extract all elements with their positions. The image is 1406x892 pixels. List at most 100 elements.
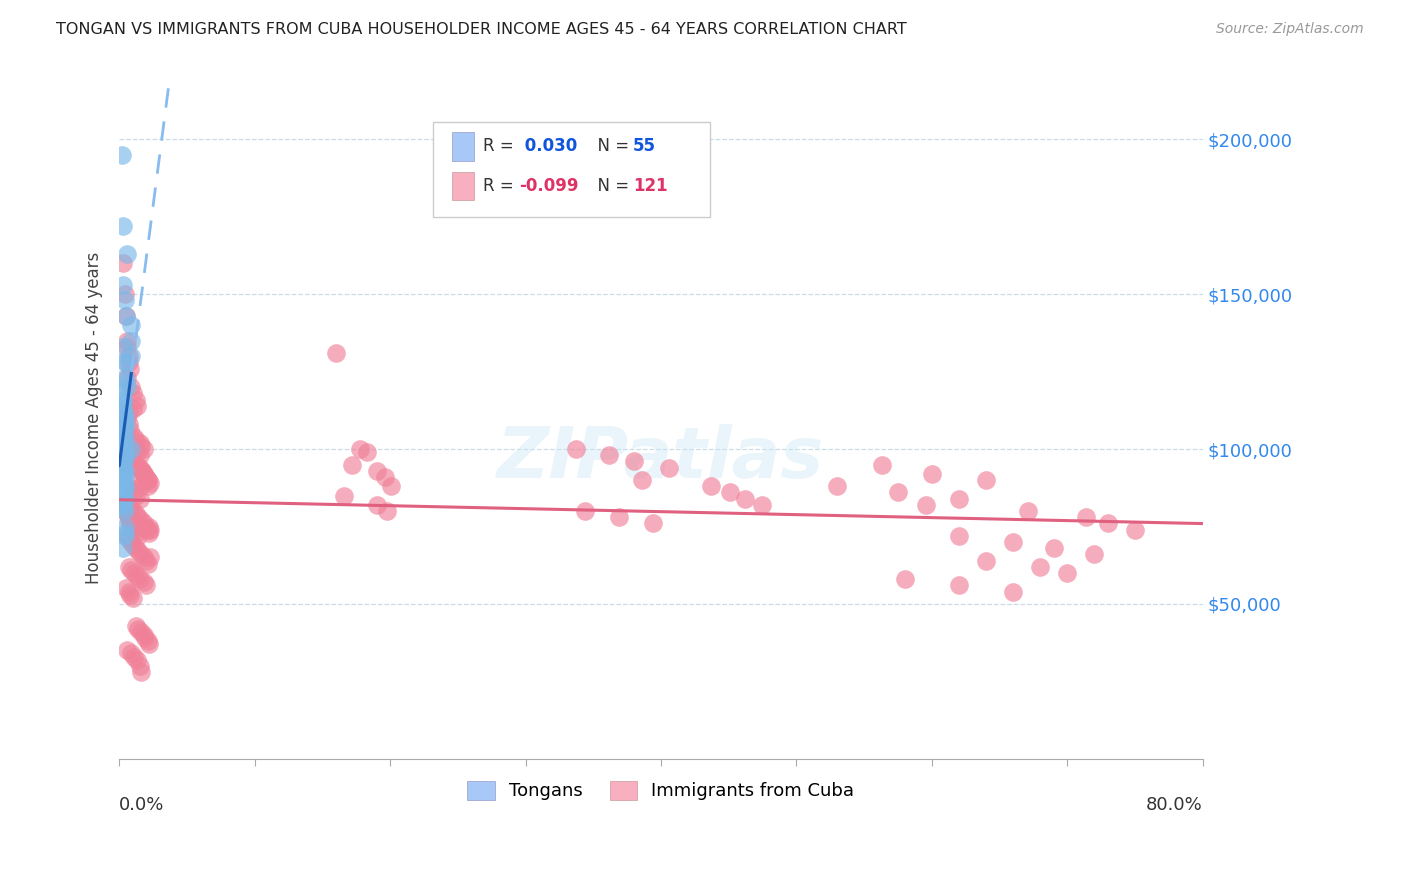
Point <box>112 340 135 354</box>
Point <box>127 529 149 543</box>
Point <box>114 408 136 422</box>
Point <box>112 219 135 233</box>
Point <box>115 426 138 441</box>
Point <box>121 454 143 468</box>
Point <box>124 433 146 447</box>
Point <box>131 464 153 478</box>
Point <box>124 618 146 632</box>
Text: 0.030: 0.030 <box>519 137 578 155</box>
Point <box>115 442 138 456</box>
Point <box>564 442 586 456</box>
Point <box>135 578 157 592</box>
Point <box>125 653 148 667</box>
Point <box>111 386 134 401</box>
Point <box>114 448 136 462</box>
Point <box>117 380 139 394</box>
Text: R =: R = <box>484 178 519 195</box>
Point <box>115 504 138 518</box>
Point <box>114 529 136 543</box>
Point <box>112 256 135 270</box>
Point <box>1083 548 1105 562</box>
Point <box>127 476 149 491</box>
Text: Source: ZipAtlas.com: Source: ZipAtlas.com <box>1216 22 1364 37</box>
Point <box>117 458 139 472</box>
Point <box>136 473 159 487</box>
Point <box>120 588 142 602</box>
Point <box>114 525 136 540</box>
Point <box>118 513 141 527</box>
Point <box>1076 510 1098 524</box>
FancyBboxPatch shape <box>451 172 474 201</box>
Point <box>114 414 136 428</box>
Point <box>132 467 155 481</box>
Point <box>136 473 159 487</box>
FancyBboxPatch shape <box>451 132 474 161</box>
Point <box>134 519 156 533</box>
Point <box>112 433 135 447</box>
Point <box>111 148 134 162</box>
Point <box>366 498 388 512</box>
Point <box>127 544 149 558</box>
Point <box>125 445 148 459</box>
Point <box>115 454 138 468</box>
Point <box>117 334 139 348</box>
Point <box>139 550 162 565</box>
Point <box>112 405 135 419</box>
Point <box>136 557 159 571</box>
Point <box>120 380 142 394</box>
Point <box>112 411 135 425</box>
Point <box>1123 523 1146 537</box>
Point <box>1042 541 1064 556</box>
Point <box>114 287 136 301</box>
Text: 0.0%: 0.0% <box>120 797 165 814</box>
Point <box>129 479 152 493</box>
Point <box>1029 559 1052 574</box>
Point <box>112 445 135 459</box>
Point <box>127 622 149 636</box>
Point <box>887 485 910 500</box>
Point <box>700 479 723 493</box>
Point <box>117 411 139 425</box>
Point <box>136 479 159 493</box>
Point <box>112 426 135 441</box>
Point <box>120 516 142 531</box>
Point <box>139 476 162 491</box>
Point <box>121 401 143 416</box>
Point <box>118 349 141 363</box>
Point <box>114 420 136 434</box>
Point <box>734 491 756 506</box>
Point <box>114 491 136 506</box>
Point <box>115 309 138 323</box>
Point <box>136 634 159 648</box>
Point <box>132 467 155 481</box>
Point <box>1097 516 1119 531</box>
Point <box>1017 504 1039 518</box>
Point <box>117 494 139 508</box>
Point <box>114 293 136 308</box>
Point <box>631 473 654 487</box>
Text: R =: R = <box>484 137 519 155</box>
Point <box>132 628 155 642</box>
Point <box>122 430 145 444</box>
Point <box>948 491 970 506</box>
Point <box>118 498 141 512</box>
Point <box>117 643 139 657</box>
Point <box>128 491 150 506</box>
Point <box>132 550 155 565</box>
Point <box>132 516 155 531</box>
Text: 121: 121 <box>633 178 668 195</box>
Point <box>127 460 149 475</box>
Point <box>112 489 135 503</box>
Point <box>114 519 136 533</box>
Point <box>121 591 143 605</box>
Text: 55: 55 <box>633 137 655 155</box>
Point <box>114 504 136 518</box>
Point <box>120 563 142 577</box>
Point <box>128 460 150 475</box>
Point <box>120 334 142 348</box>
Point <box>121 483 143 497</box>
Point <box>120 349 142 363</box>
Point <box>112 500 135 515</box>
Point <box>377 504 399 518</box>
Point <box>118 532 141 546</box>
